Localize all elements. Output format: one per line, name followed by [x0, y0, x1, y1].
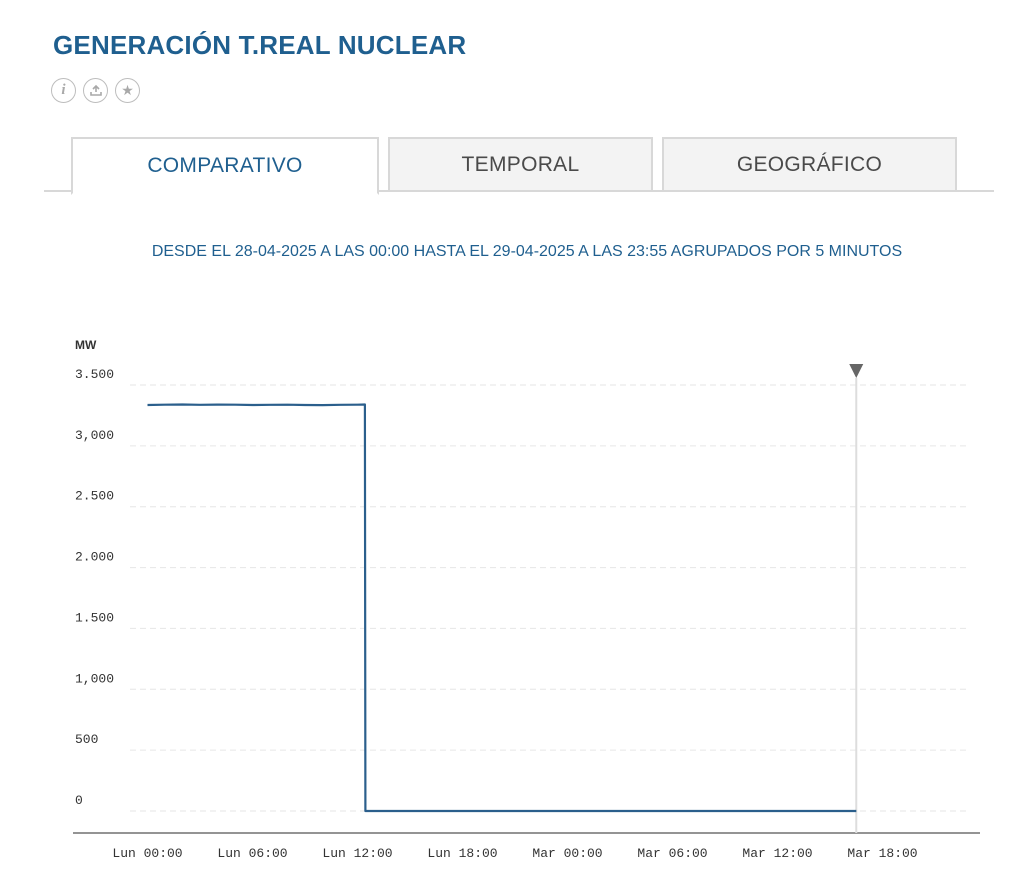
star-icon[interactable]: ★ — [115, 78, 140, 103]
star-glyph: ★ — [121, 82, 134, 98]
tab-label: COMPARATIVO — [147, 154, 303, 177]
tab-label: TEMPORAL — [461, 152, 580, 176]
y-tick-label: 500 — [75, 732, 98, 747]
y-tick-label: 3,000 — [75, 428, 114, 443]
page-title: GENERACIÓN T.REAL NUCLEAR — [53, 30, 467, 60]
x-tick-label: Lun 00:00 — [112, 846, 182, 861]
tab-comparativo[interactable]: COMPARATIVO — [71, 137, 379, 195]
y-tick-label: 2.500 — [75, 489, 114, 504]
current-time-marker — [849, 364, 864, 378]
y-tick-label: 1.500 — [75, 610, 114, 625]
x-tick-label: Lun 12:00 — [322, 846, 392, 861]
tab-geografico[interactable]: GEOGRÁFICO — [662, 137, 957, 192]
x-tick-label: Mar 06:00 — [637, 846, 707, 861]
x-tick-label: Lun 06:00 — [217, 846, 287, 861]
tab-temporal[interactable]: TEMPORAL — [388, 137, 653, 192]
y-tick-label: 3.500 — [75, 367, 114, 382]
download-icon[interactable] — [83, 78, 108, 103]
action-icons: i ★ — [51, 78, 140, 103]
y-tick-label: 0 — [75, 793, 83, 808]
series-line — [147, 403, 857, 813]
x-tick-label: Lun 18:00 — [427, 846, 497, 861]
y-tick-label: 2.000 — [75, 550, 114, 565]
x-tick-label: Mar 00:00 — [532, 846, 602, 861]
tab-label: GEOGRÁFICO — [736, 152, 883, 176]
date-range-subtitle: DESDE EL 28-04-2025 A LAS 00:00 HASTA EL… — [151, 243, 903, 260]
x-tick-label: Mar 18:00 — [847, 846, 917, 861]
y-axis-unit: MW — [75, 338, 97, 352]
x-tick-label: Mar 12:00 — [742, 846, 812, 861]
y-tick-label: 1,000 — [75, 671, 114, 686]
info-icon[interactable]: i — [51, 78, 76, 103]
info-glyph: i — [61, 82, 66, 98]
download-glyph — [89, 84, 102, 96]
